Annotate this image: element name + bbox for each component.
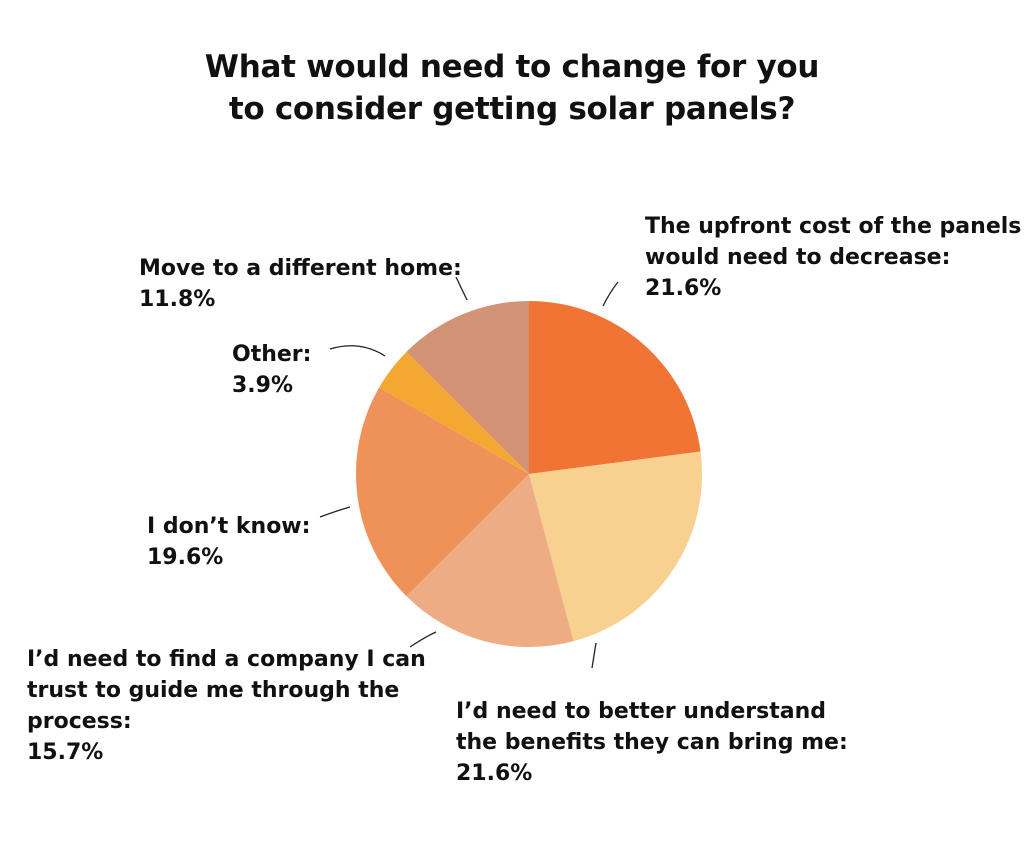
slice-dont-know (356, 387, 529, 597)
label-other: Other: 3.9% (232, 339, 311, 401)
label-other-value: 3.9% (232, 373, 294, 398)
chart-title: What would need to change for you to con… (0, 46, 1024, 130)
leader-lines (319, 276, 619, 669)
chart-title-line-2: to consider getting solar panels? (228, 91, 796, 127)
leader-dont-know (319, 506, 351, 518)
label-dont-know-value: 19.6% (147, 545, 224, 570)
label-move-home: Move to a different home: 11.8% (139, 253, 462, 315)
label-understand-benefits-line-1: I’d need to better understand (456, 699, 826, 724)
label-trusted-company-line-3: process: (27, 709, 132, 734)
label-dont-know-line-1: I don’t know: (147, 514, 311, 539)
pie-slices (356, 301, 703, 648)
label-dont-know: I don’t know: 19.6% (147, 511, 310, 573)
leader-trusted-company (409, 631, 437, 648)
leader-move-home (455, 276, 468, 301)
slice-trusted-company (406, 474, 574, 648)
slice-other (379, 351, 529, 474)
label-upfront-cost-line-2: would need to decrease: (645, 245, 951, 270)
label-upfront-cost: The upfront cost of the panels would nee… (645, 211, 1021, 304)
slice-move-home (406, 301, 529, 474)
label-move-home-line-1: Move to a different home: (139, 256, 462, 281)
label-move-home-value: 11.8% (139, 287, 216, 312)
slice-understand-benefits (529, 451, 703, 642)
leader-other (329, 345, 386, 357)
label-upfront-cost-value: 21.6% (645, 276, 722, 301)
label-trusted-company: I’d need to find a company I can trust t… (27, 644, 426, 768)
slice-upfront-cost (529, 301, 701, 474)
label-trusted-company-value: 15.7% (27, 740, 104, 765)
label-understand-benefits-line-2: the benefits they can bring me: (456, 730, 848, 755)
leader-understand-benefits (591, 642, 597, 669)
label-understand-benefits-value: 21.6% (456, 761, 533, 786)
label-upfront-cost-line-1: The upfront cost of the panels (645, 214, 1022, 239)
label-trusted-company-line-1: I’d need to find a company I can (27, 647, 426, 672)
chart-title-line-1: What would need to change for you (204, 49, 820, 85)
leader-upfront-cost (602, 281, 619, 307)
label-trusted-company-line-2: trust to guide me through the (27, 678, 400, 703)
label-understand-benefits: I’d need to better understand the benefi… (456, 696, 848, 789)
label-other-line-1: Other: (232, 342, 312, 367)
